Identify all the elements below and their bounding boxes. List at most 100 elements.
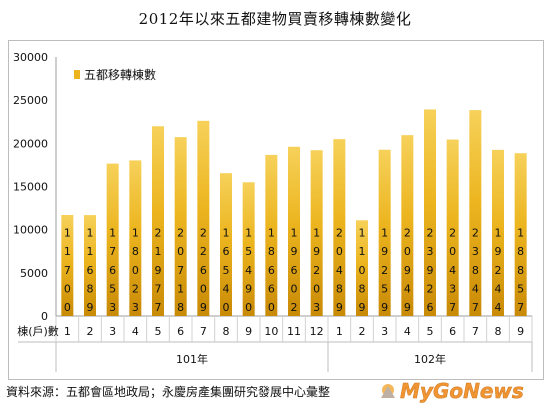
bar-value-digit: 2 xyxy=(381,264,388,277)
bar-value-digit: 6 xyxy=(291,264,298,277)
bar xyxy=(424,109,436,316)
bar-value-digit: 1 xyxy=(132,227,139,240)
bar-value-digit: 8 xyxy=(336,282,343,295)
bar xyxy=(197,120,210,317)
bar-value-digit: 5 xyxy=(109,282,116,295)
bar-value-digit: 1 xyxy=(291,227,298,240)
bar-value-digit: 7 xyxy=(472,301,479,314)
bar xyxy=(356,220,368,316)
y-tick-label: 5000 xyxy=(20,267,48,280)
bar-value-digit: 1 xyxy=(495,227,502,240)
bar-value-digit: 0 xyxy=(245,301,252,314)
bar-value-digit: 6 xyxy=(200,264,207,277)
bar-value-digit: 8 xyxy=(517,264,524,277)
bar-value-digit: 2 xyxy=(472,227,479,240)
bar-value-digit: 9 xyxy=(336,301,343,314)
x-tick-label: 10 xyxy=(264,325,278,338)
bar-value-digit: 4 xyxy=(404,282,411,295)
bar-value-digit: 7 xyxy=(517,301,524,314)
bar xyxy=(333,139,346,316)
bar xyxy=(446,139,459,316)
bar-value-digit: 6 xyxy=(268,264,275,277)
logo-text: MyGoNews xyxy=(400,379,524,403)
bar-value-digit: 0 xyxy=(200,282,207,295)
x-tick-label: 4 xyxy=(132,325,139,338)
chart-title: 2012年以來五都建物買賣移轉棟數變化 xyxy=(138,10,412,28)
bar-value-digit: 8 xyxy=(517,245,524,258)
bar-value-digit: 7 xyxy=(449,301,456,314)
bar-value-digit: 4 xyxy=(472,282,479,295)
bar xyxy=(469,110,482,316)
year-group-label: 102年 xyxy=(414,352,446,366)
bar-value-digit: 4 xyxy=(495,282,502,295)
bar xyxy=(84,215,96,316)
bar-value-digit: 2 xyxy=(200,245,207,258)
bar-value-digit: 3 xyxy=(132,301,139,314)
bar-value-digit: 2 xyxy=(404,227,411,240)
bar-value-digit: 7 xyxy=(177,264,184,277)
bar-value-digit: 7 xyxy=(155,282,162,295)
bar-value-digit: 4 xyxy=(336,264,343,277)
bar-value-digit: 0 xyxy=(359,264,366,277)
bar-value-digit: 3 xyxy=(427,245,434,258)
legend-swatch xyxy=(74,70,80,79)
bar-value-digit: 0 xyxy=(336,245,343,258)
bar-value-digit: 4 xyxy=(449,264,456,277)
bar xyxy=(401,135,414,316)
bar-value-digit: 4 xyxy=(223,282,230,295)
x-tick-label: 2 xyxy=(87,325,94,338)
bar-value-digit: 0 xyxy=(268,301,275,314)
y-tick-label: 30000 xyxy=(13,51,48,64)
bar-value-digit: 8 xyxy=(177,301,184,314)
y-tick-label: 15000 xyxy=(13,181,48,194)
x-tick-label: 2 xyxy=(359,325,366,338)
bar-value-digit: 0 xyxy=(313,282,320,295)
bar-value-digit: 2 xyxy=(155,227,162,240)
bar-value-digit: 1 xyxy=(223,227,230,240)
bar-value-digit: 7 xyxy=(64,264,71,277)
bar-value-digit: 2 xyxy=(449,227,456,240)
bar-value-digit: 2 xyxy=(495,264,502,277)
bar-value-digit: 0 xyxy=(449,245,456,258)
x-tick-label: 9 xyxy=(245,325,252,338)
bar-value-digit: 2 xyxy=(200,227,207,240)
y-tick-label: 0 xyxy=(41,310,48,323)
bar xyxy=(265,154,278,316)
bar-value-digit: 9 xyxy=(381,301,388,314)
bar-value-digit: 4 xyxy=(495,301,502,314)
x-tick-label: 4 xyxy=(404,325,411,338)
bar-value-digit: 1 xyxy=(245,227,252,240)
bar-value-digit: 0 xyxy=(291,282,298,295)
x-tick-label: 5 xyxy=(155,325,162,338)
bar-value-digit: 8 xyxy=(472,264,479,277)
bar-value-digit: 0 xyxy=(223,301,230,314)
bar-value-digit: 5 xyxy=(245,245,252,258)
bar-value-digit: 9 xyxy=(155,264,162,277)
bar-value-digit: 9 xyxy=(87,301,94,314)
bar-value-digit: 9 xyxy=(359,301,366,314)
bar-value-digit: 7 xyxy=(109,245,116,258)
bar xyxy=(242,182,255,316)
bar-value-digit: 5 xyxy=(517,282,524,295)
bar-value-digit: 8 xyxy=(359,282,366,295)
bar-value-digit: 1 xyxy=(381,227,388,240)
bar xyxy=(174,137,187,316)
x-tick-label: 1 xyxy=(336,325,343,338)
bar xyxy=(492,149,504,316)
bar-value-digit: 1 xyxy=(87,245,94,258)
bar xyxy=(61,214,74,316)
bar-value-digit: 8 xyxy=(87,282,94,295)
bar-value-digit: 9 xyxy=(200,301,207,314)
bar-value-digit: 8 xyxy=(268,245,275,258)
x-tick-label: 7 xyxy=(200,325,207,338)
bar-value-digit: 6 xyxy=(427,301,434,314)
x-tick-label: 7 xyxy=(472,325,479,338)
bar-value-digit: 6 xyxy=(223,245,230,258)
x-tick-label: 1 xyxy=(64,325,71,338)
mygonews-logo: MyGoNews xyxy=(381,379,524,403)
bar-value-digit: 9 xyxy=(381,245,388,258)
bar-value-digit: 1 xyxy=(109,227,116,240)
bar-value-digit: 3 xyxy=(472,245,479,258)
x-tick-label: 12 xyxy=(310,325,324,338)
